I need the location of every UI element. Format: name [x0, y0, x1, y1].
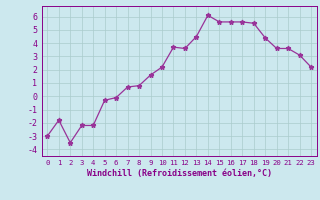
X-axis label: Windchill (Refroidissement éolien,°C): Windchill (Refroidissement éolien,°C): [87, 169, 272, 178]
